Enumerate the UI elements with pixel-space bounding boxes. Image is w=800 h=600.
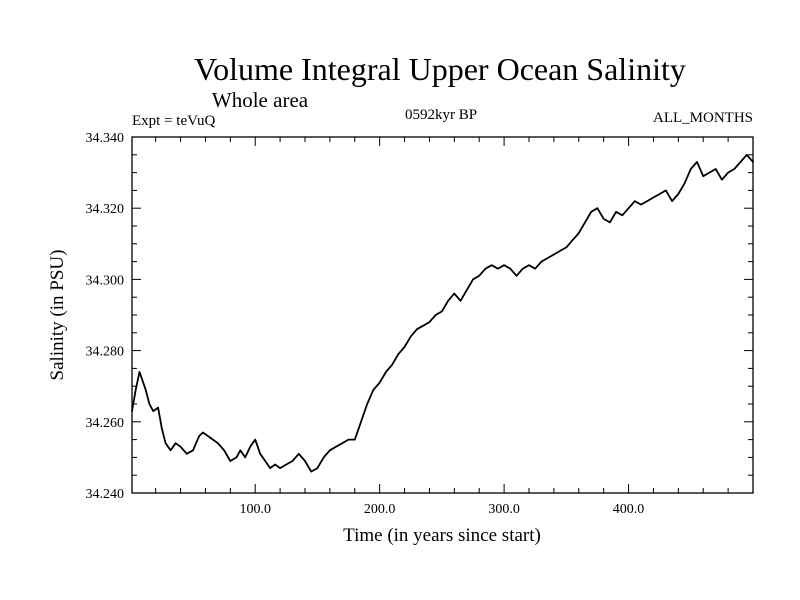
y-tick-label: 34.320 xyxy=(86,202,125,217)
y-tick-label: 34.340 xyxy=(86,131,125,146)
axis-ticks: 100.0 200.0 300.0 400.0 34.240 34.260 34.280 34… xyxy=(86,131,753,517)
x-tick-label: 100.0 xyxy=(239,502,271,517)
period-label: 0592kyr BP xyxy=(405,107,477,123)
y-tick-label: 34.300 xyxy=(86,273,125,288)
x-axis-label: Time (in years since start) xyxy=(343,525,541,546)
chart-subtitle: Whole area xyxy=(212,88,309,112)
y-tick-label: 34.280 xyxy=(86,345,125,360)
x-tick-label: 400.0 xyxy=(613,502,645,517)
x-tick-label: 300.0 xyxy=(488,502,520,517)
x-tick-label: 200.0 xyxy=(364,502,396,517)
chart-title: Volume Integral Upper Ocean Salinity xyxy=(194,51,686,87)
months-label: ALL_MONTHS xyxy=(653,110,753,126)
salinity-series-line xyxy=(131,153,754,473)
plot-frame xyxy=(131,136,754,494)
y-tick-label: 34.240 xyxy=(86,487,125,502)
experiment-label: Expt = teVuQ xyxy=(132,113,216,129)
y-tick-label: 34.260 xyxy=(86,416,125,431)
y-axis-label: Salinity (in PSU) xyxy=(47,250,68,381)
